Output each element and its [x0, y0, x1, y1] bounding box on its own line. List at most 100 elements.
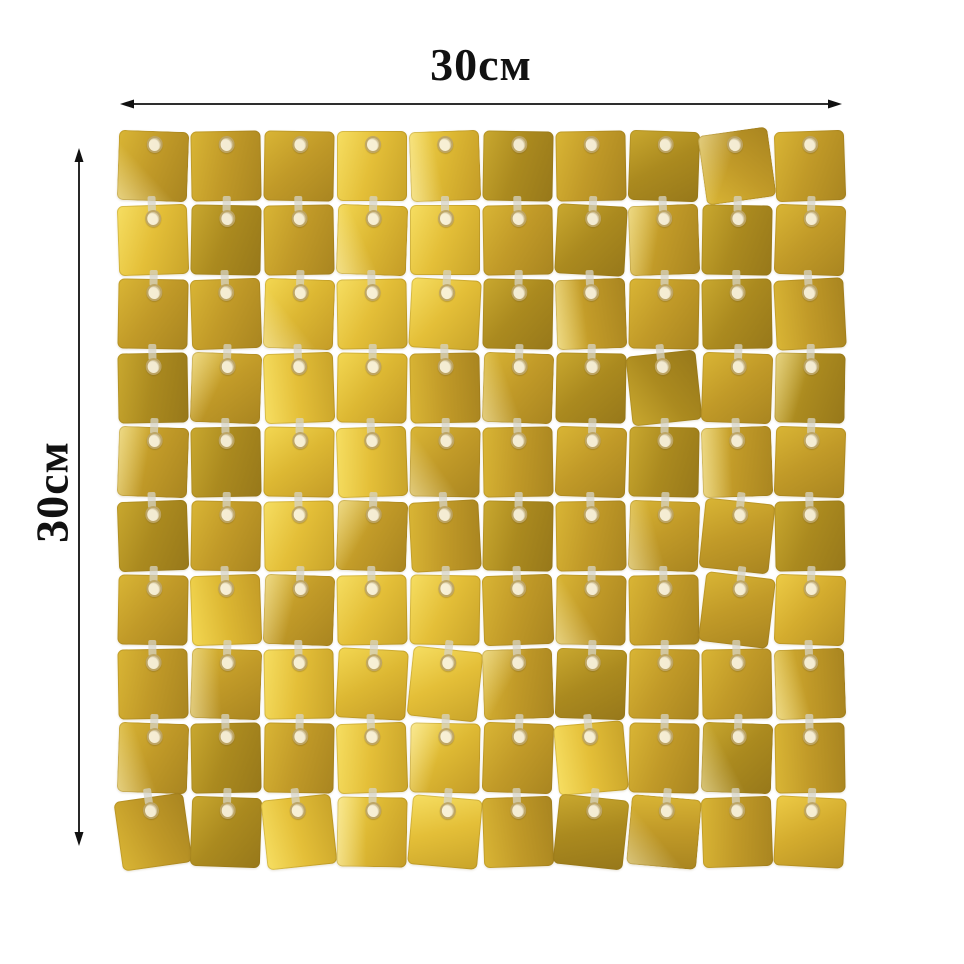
grommet-icon: [365, 505, 383, 524]
grommet-icon: [438, 579, 455, 598]
grommet-icon: [436, 135, 454, 154]
sequin: [774, 491, 846, 572]
grommet-icon: [291, 209, 308, 228]
sequin: [625, 343, 703, 427]
height-dimension-label: 30см: [26, 441, 78, 543]
grommet-icon: [728, 431, 746, 450]
sequin: [773, 417, 847, 499]
sequin: [335, 195, 409, 277]
grommet-icon: [146, 727, 164, 746]
sequin: [481, 713, 555, 795]
sequin: [260, 787, 338, 871]
sequin: [627, 129, 701, 203]
grommet-icon: [439, 653, 458, 673]
sequin: [335, 639, 409, 721]
grommet-icon: [291, 505, 308, 524]
sequin: [263, 639, 335, 720]
sequin: [117, 343, 189, 424]
grommet-icon: [365, 801, 382, 820]
grommet-icon: [656, 579, 673, 598]
sequin: [335, 491, 409, 573]
grommet-icon: [365, 653, 383, 672]
grommet-icon: [290, 357, 308, 376]
grommet-icon: [511, 135, 528, 154]
grommet-icon: [803, 357, 820, 376]
sequin: [410, 196, 480, 275]
sequin: [774, 343, 846, 424]
sequin: [697, 126, 777, 206]
grommet-icon: [217, 579, 235, 598]
grommet-icon: [364, 283, 381, 302]
sequin: [116, 713, 190, 795]
width-dimension-arrow: [120, 99, 842, 109]
grommet-icon: [731, 505, 750, 525]
sequin: [701, 195, 773, 276]
grommet-icon: [509, 653, 527, 672]
sequin: [263, 491, 335, 572]
sequin: [189, 639, 263, 721]
grommet-icon: [653, 357, 672, 376]
sequin: [628, 713, 700, 794]
grommet-icon: [365, 357, 382, 376]
grommet-icon: [438, 727, 455, 746]
sequin: [190, 417, 262, 498]
grommet-icon: [730, 209, 747, 228]
grommet-icon: [365, 136, 381, 153]
grommet-icon: [292, 283, 310, 302]
grommet-icon: [802, 505, 819, 524]
sequin: [407, 787, 483, 870]
sequin: [189, 343, 263, 425]
sequin: [409, 343, 481, 424]
sequin: [626, 787, 702, 870]
grommet-icon: [511, 283, 528, 302]
grommet-icon: [292, 727, 309, 746]
grommet-icon: [146, 579, 163, 598]
grommet-icon: [657, 283, 674, 302]
grommet-icon: [219, 653, 237, 672]
grommet-icon: [729, 283, 746, 302]
grommet-icon: [218, 431, 235, 450]
sequin: [113, 787, 193, 872]
grommet-icon: [144, 209, 162, 228]
sequin: [698, 491, 776, 575]
grommet-icon: [219, 209, 236, 228]
sequin: [406, 639, 484, 723]
grommet-icon: [803, 801, 821, 820]
sequin: [335, 417, 409, 499]
sequin: [554, 269, 628, 351]
sequin: [555, 130, 627, 202]
grommet-icon: [438, 431, 455, 450]
height-dimension-arrow: [74, 148, 84, 846]
grommet-icon: [582, 283, 600, 302]
grommet-icon: [803, 209, 821, 228]
grommet-icon: [657, 727, 674, 746]
grommet-icon: [725, 135, 745, 155]
sequin: [117, 565, 189, 646]
sequin: [700, 713, 774, 795]
grommet-icon: [510, 209, 527, 228]
sequin: [190, 491, 262, 572]
sequin: [482, 491, 554, 572]
sequin: [628, 417, 700, 498]
grommet-icon: [657, 653, 674, 672]
grommet-icon: [584, 431, 602, 450]
grommet-icon: [364, 579, 381, 598]
grommet-icon: [146, 135, 164, 154]
sequin: [555, 343, 627, 424]
sequin: [553, 713, 629, 796]
sequin: [774, 713, 846, 794]
grommet-icon: [145, 357, 162, 376]
sequin: [628, 269, 700, 350]
grommet-icon: [584, 653, 602, 672]
grommet-icon: [217, 283, 235, 302]
sequin: [552, 787, 630, 871]
sequin: [337, 131, 407, 201]
sequin: [116, 129, 190, 203]
sequin: [189, 787, 263, 869]
sequin: [482, 417, 554, 498]
grommet-icon: [292, 135, 309, 154]
sequin: [190, 195, 262, 276]
sequin: [263, 130, 335, 202]
sequin: [555, 565, 627, 646]
